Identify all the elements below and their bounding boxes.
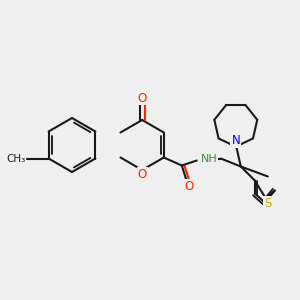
Text: O: O xyxy=(137,92,147,104)
Text: N: N xyxy=(231,134,240,147)
Text: S: S xyxy=(264,197,272,210)
Text: O: O xyxy=(184,180,194,193)
Text: NH: NH xyxy=(201,154,218,164)
Text: CH₃: CH₃ xyxy=(6,154,26,164)
Text: O: O xyxy=(137,167,147,181)
